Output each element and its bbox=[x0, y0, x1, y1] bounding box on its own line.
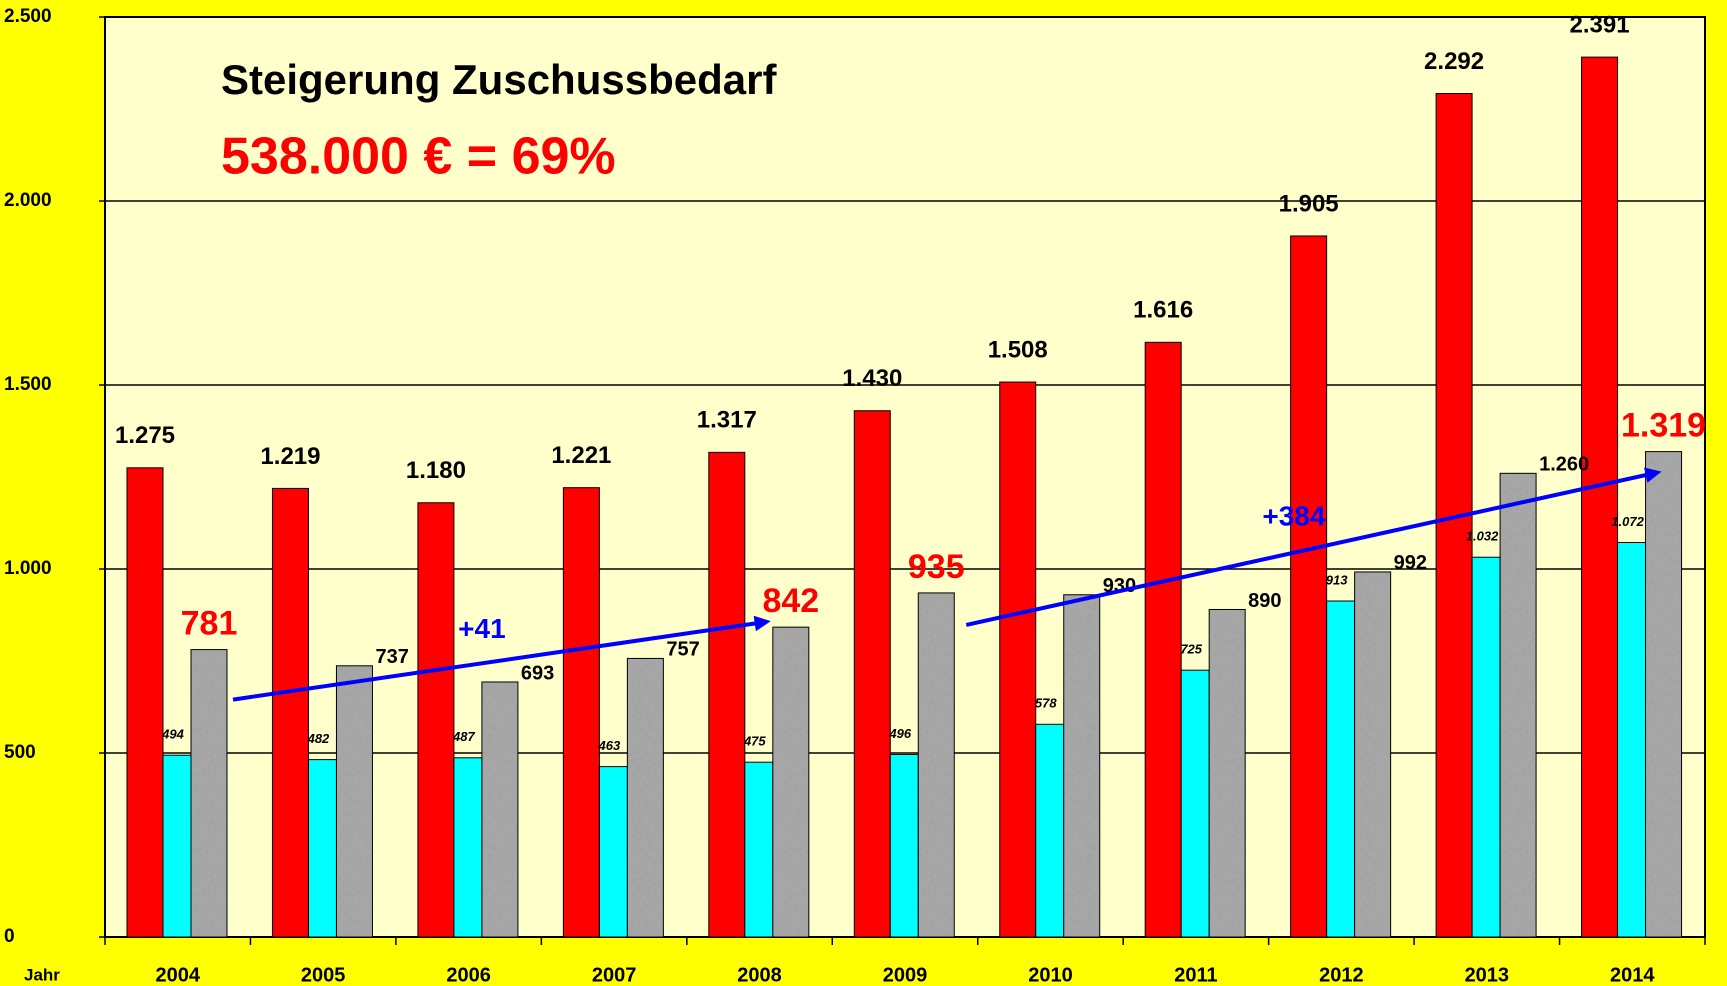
bar bbox=[1326, 600, 1356, 938]
bar bbox=[1617, 542, 1647, 938]
bar bbox=[598, 766, 628, 938]
y-tick-label: 0 bbox=[4, 926, 15, 947]
value-label: 1.260 bbox=[1539, 454, 1589, 476]
bar bbox=[772, 626, 810, 938]
bar bbox=[271, 487, 309, 938]
value-label: 1.319 bbox=[1621, 407, 1706, 445]
bar bbox=[853, 410, 891, 938]
bar bbox=[562, 487, 600, 938]
bar bbox=[1581, 56, 1619, 938]
value-label: 578 bbox=[1035, 696, 1057, 711]
x-tick-label: 2007 bbox=[592, 964, 637, 986]
annotation: +384 bbox=[1262, 501, 1325, 532]
value-label: 487 bbox=[452, 729, 475, 744]
value-label: 496 bbox=[888, 726, 911, 741]
x-tick-label: 2005 bbox=[301, 964, 346, 986]
value-label: 2.292 bbox=[1424, 48, 1484, 75]
bar bbox=[190, 649, 228, 938]
x-tick-label: 2012 bbox=[1319, 964, 1364, 986]
value-label: 1.508 bbox=[988, 336, 1048, 363]
bar bbox=[889, 753, 919, 938]
bar bbox=[1208, 608, 1246, 938]
bar bbox=[335, 665, 373, 938]
bar bbox=[162, 754, 192, 938]
value-label: 2.391 bbox=[1570, 11, 1630, 38]
arrow-head bbox=[753, 615, 771, 632]
bar bbox=[917, 592, 955, 938]
bar bbox=[1354, 571, 1392, 938]
bar bbox=[453, 757, 483, 938]
bar bbox=[999, 381, 1037, 938]
x-tick-label: 2006 bbox=[446, 964, 491, 986]
value-label: 992 bbox=[1394, 552, 1427, 574]
bar bbox=[744, 761, 774, 938]
value-label: 1.430 bbox=[842, 365, 902, 392]
arrow-head bbox=[1644, 467, 1662, 483]
value-label: 757 bbox=[666, 639, 699, 661]
x-tick-label: 2008 bbox=[737, 964, 782, 986]
annotation: +41 bbox=[458, 613, 506, 644]
value-label: 725 bbox=[1180, 642, 1202, 657]
value-label: 1.072 bbox=[1611, 514, 1644, 529]
value-label: 890 bbox=[1248, 590, 1281, 612]
value-label: 1.275 bbox=[115, 422, 175, 449]
bar bbox=[1290, 235, 1328, 938]
x-axis-label: Jahr bbox=[24, 965, 60, 984]
y-tick-label: 500 bbox=[4, 742, 36, 763]
value-label: 463 bbox=[598, 738, 621, 753]
value-label: 842 bbox=[762, 582, 819, 620]
bar bbox=[1035, 723, 1065, 938]
bar bbox=[626, 657, 664, 938]
bar bbox=[1499, 472, 1537, 938]
bar bbox=[126, 467, 164, 938]
x-tick-label: 2010 bbox=[1028, 964, 1073, 986]
trend-arrow bbox=[965, 471, 1653, 627]
bar bbox=[1063, 594, 1101, 938]
y-tick-label: 1.500 bbox=[4, 374, 52, 395]
value-label: 1.032 bbox=[1466, 529, 1499, 544]
bar bbox=[1144, 341, 1182, 938]
value-label: 475 bbox=[743, 734, 766, 749]
bar bbox=[708, 451, 746, 938]
bar bbox=[481, 681, 519, 938]
x-tick-label: 2004 bbox=[155, 964, 200, 986]
value-label: 935 bbox=[908, 548, 965, 586]
value-label: 737 bbox=[375, 646, 408, 668]
bar bbox=[307, 759, 337, 938]
trend-arrow bbox=[232, 620, 762, 702]
value-label: 1.905 bbox=[1279, 190, 1339, 217]
chart-title: Steigerung Zuschussbedarf bbox=[221, 56, 777, 103]
value-label: 913 bbox=[1326, 572, 1348, 587]
bar bbox=[1180, 669, 1210, 938]
value-label: 1.616 bbox=[1133, 297, 1193, 324]
y-tick-label: 2.000 bbox=[4, 190, 52, 211]
bar bbox=[1645, 451, 1683, 938]
value-label: 781 bbox=[181, 605, 238, 643]
value-label: 1.221 bbox=[551, 442, 611, 469]
bar bbox=[1471, 556, 1501, 938]
chart-subtitle: 538.000 € = 69% bbox=[221, 128, 616, 186]
value-label: 1.317 bbox=[697, 407, 757, 434]
value-label: 494 bbox=[161, 727, 184, 742]
x-tick-label: 2011 bbox=[1174, 964, 1217, 986]
x-tick-label: 2009 bbox=[883, 964, 928, 986]
bar bbox=[417, 502, 455, 938]
value-label: 1.180 bbox=[406, 457, 466, 484]
y-tick-label: 2.500 bbox=[4, 6, 52, 27]
x-tick-label: 2013 bbox=[1465, 964, 1510, 986]
value-label: 1.219 bbox=[260, 443, 320, 470]
value-label: 693 bbox=[521, 662, 554, 684]
value-label: 482 bbox=[307, 731, 330, 746]
x-tick-label: 2014 bbox=[1610, 964, 1655, 986]
y-tick-label: 1.000 bbox=[4, 558, 52, 579]
